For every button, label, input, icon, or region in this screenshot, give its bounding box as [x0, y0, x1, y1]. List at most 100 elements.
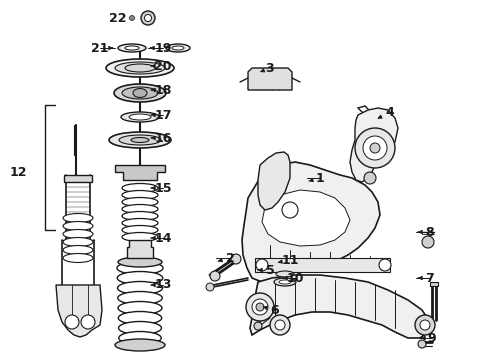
Text: 16: 16 — [154, 131, 171, 144]
Text: 13: 13 — [154, 279, 171, 292]
Ellipse shape — [122, 87, 158, 99]
Circle shape — [354, 128, 394, 168]
Circle shape — [269, 315, 289, 335]
Ellipse shape — [131, 138, 149, 143]
Ellipse shape — [273, 278, 295, 286]
Text: 2: 2 — [225, 252, 234, 265]
Ellipse shape — [122, 225, 158, 234]
Circle shape — [421, 236, 433, 248]
Ellipse shape — [172, 46, 183, 50]
Text: 17: 17 — [154, 108, 171, 122]
Polygon shape — [115, 165, 164, 180]
Ellipse shape — [115, 62, 164, 74]
Text: 6: 6 — [270, 303, 279, 316]
Ellipse shape — [129, 114, 151, 120]
Text: 1: 1 — [315, 171, 324, 185]
Circle shape — [205, 283, 214, 291]
Ellipse shape — [118, 321, 161, 334]
Ellipse shape — [165, 44, 190, 52]
Circle shape — [362, 136, 386, 160]
Circle shape — [274, 320, 285, 330]
Ellipse shape — [63, 238, 93, 247]
Ellipse shape — [275, 271, 293, 277]
Ellipse shape — [63, 230, 93, 239]
Ellipse shape — [119, 135, 161, 145]
Circle shape — [419, 320, 429, 330]
Polygon shape — [349, 108, 397, 182]
Circle shape — [65, 315, 79, 329]
Circle shape — [129, 15, 134, 21]
Polygon shape — [247, 68, 291, 90]
Ellipse shape — [118, 311, 162, 324]
Circle shape — [209, 271, 220, 281]
Polygon shape — [242, 162, 379, 282]
Circle shape — [417, 340, 425, 348]
Circle shape — [144, 14, 151, 22]
Ellipse shape — [119, 332, 161, 345]
Text: 18: 18 — [154, 84, 171, 96]
Text: 19: 19 — [154, 41, 171, 54]
Text: 12: 12 — [9, 166, 27, 179]
Ellipse shape — [118, 302, 162, 315]
Circle shape — [230, 254, 241, 264]
Circle shape — [378, 259, 390, 271]
Ellipse shape — [115, 339, 164, 351]
Circle shape — [282, 202, 297, 218]
Text: 22: 22 — [109, 12, 126, 24]
Ellipse shape — [117, 271, 163, 284]
Circle shape — [363, 172, 375, 184]
Polygon shape — [254, 258, 389, 272]
Text: 5: 5 — [265, 264, 274, 276]
Polygon shape — [262, 190, 349, 246]
Ellipse shape — [118, 257, 162, 267]
Ellipse shape — [122, 204, 158, 213]
Ellipse shape — [133, 89, 147, 98]
Text: 9: 9 — [427, 332, 435, 345]
Polygon shape — [258, 152, 289, 210]
Ellipse shape — [118, 44, 146, 52]
Text: 20: 20 — [154, 59, 171, 72]
Polygon shape — [429, 282, 437, 286]
Ellipse shape — [122, 219, 158, 228]
Polygon shape — [64, 175, 92, 182]
Circle shape — [414, 315, 434, 335]
Ellipse shape — [63, 213, 93, 222]
Polygon shape — [56, 285, 102, 337]
Ellipse shape — [122, 212, 158, 220]
Ellipse shape — [117, 282, 162, 294]
Circle shape — [81, 315, 95, 329]
Polygon shape — [127, 240, 153, 258]
Ellipse shape — [117, 261, 163, 274]
Text: 21: 21 — [91, 41, 108, 54]
Ellipse shape — [63, 221, 93, 230]
Text: 7: 7 — [425, 271, 433, 284]
Text: 14: 14 — [154, 231, 171, 244]
Text: 4: 4 — [385, 105, 393, 118]
Text: 10: 10 — [285, 271, 303, 284]
Ellipse shape — [279, 280, 290, 284]
Ellipse shape — [122, 184, 158, 193]
Ellipse shape — [121, 112, 159, 122]
Ellipse shape — [122, 233, 158, 242]
Circle shape — [251, 299, 267, 315]
Ellipse shape — [122, 198, 158, 207]
Ellipse shape — [125, 64, 155, 72]
Text: 8: 8 — [425, 225, 433, 239]
Ellipse shape — [63, 253, 93, 262]
Circle shape — [245, 293, 273, 321]
Ellipse shape — [63, 246, 93, 255]
Circle shape — [256, 259, 267, 271]
Ellipse shape — [109, 132, 171, 148]
Circle shape — [256, 303, 264, 311]
Ellipse shape — [106, 59, 174, 77]
Circle shape — [253, 322, 262, 330]
Text: 11: 11 — [281, 253, 298, 266]
Ellipse shape — [125, 46, 139, 50]
Text: 15: 15 — [154, 181, 171, 194]
Circle shape — [141, 11, 155, 25]
Circle shape — [369, 143, 379, 153]
Text: 3: 3 — [265, 62, 274, 75]
Ellipse shape — [114, 84, 165, 102]
Ellipse shape — [122, 190, 158, 199]
Ellipse shape — [118, 292, 162, 305]
